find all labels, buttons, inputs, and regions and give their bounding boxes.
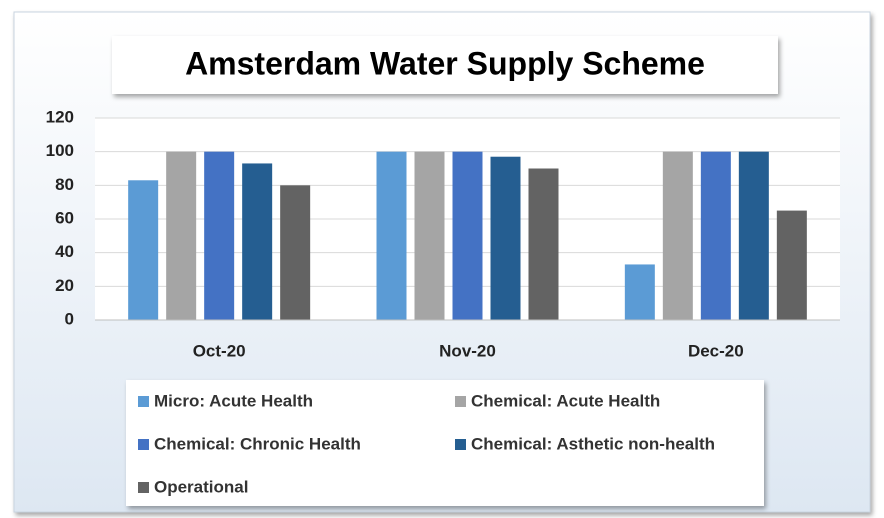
bar — [776, 210, 807, 320]
bar — [128, 180, 159, 320]
x-tick-label: Nov-20 — [439, 341, 496, 360]
bar — [280, 185, 311, 320]
bar — [624, 264, 655, 320]
bar — [490, 156, 521, 320]
legend-swatch — [455, 396, 466, 407]
y-tick-label: 100 — [46, 141, 74, 160]
bar — [700, 151, 731, 320]
legend-swatch — [138, 482, 149, 493]
bar — [414, 151, 445, 320]
bar — [376, 151, 407, 320]
x-tick-label: Oct-20 — [193, 341, 246, 360]
y-tick-label: 0 — [65, 309, 74, 328]
y-tick-label: 60 — [55, 208, 74, 227]
x-tick-label: Dec-20 — [688, 341, 744, 360]
chart-title: Amsterdam Water Supply Scheme — [185, 45, 705, 81]
bar — [452, 151, 483, 320]
y-tick-label: 40 — [55, 242, 74, 261]
legend-label: Chemical: Asthetic non-health — [471, 434, 715, 453]
legend-label: Chemical: Chronic Health — [154, 434, 361, 453]
legend-swatch — [138, 439, 149, 450]
bar — [662, 151, 693, 320]
y-tick-label: 20 — [55, 276, 74, 295]
legend-label: Micro: Acute Health — [154, 391, 313, 410]
legend-label: Chemical: Acute Health — [471, 391, 660, 410]
title-box — [112, 36, 778, 94]
legend-box — [126, 380, 764, 506]
bar — [528, 168, 559, 320]
legend-swatch — [455, 439, 466, 450]
bar — [204, 151, 235, 320]
y-tick-label: 80 — [55, 175, 74, 194]
bar — [242, 163, 273, 320]
bar — [738, 151, 769, 320]
y-tick-label: 120 — [46, 107, 74, 126]
legend-swatch — [138, 396, 149, 407]
bar — [166, 151, 197, 320]
legend-label: Operational — [154, 477, 248, 496]
